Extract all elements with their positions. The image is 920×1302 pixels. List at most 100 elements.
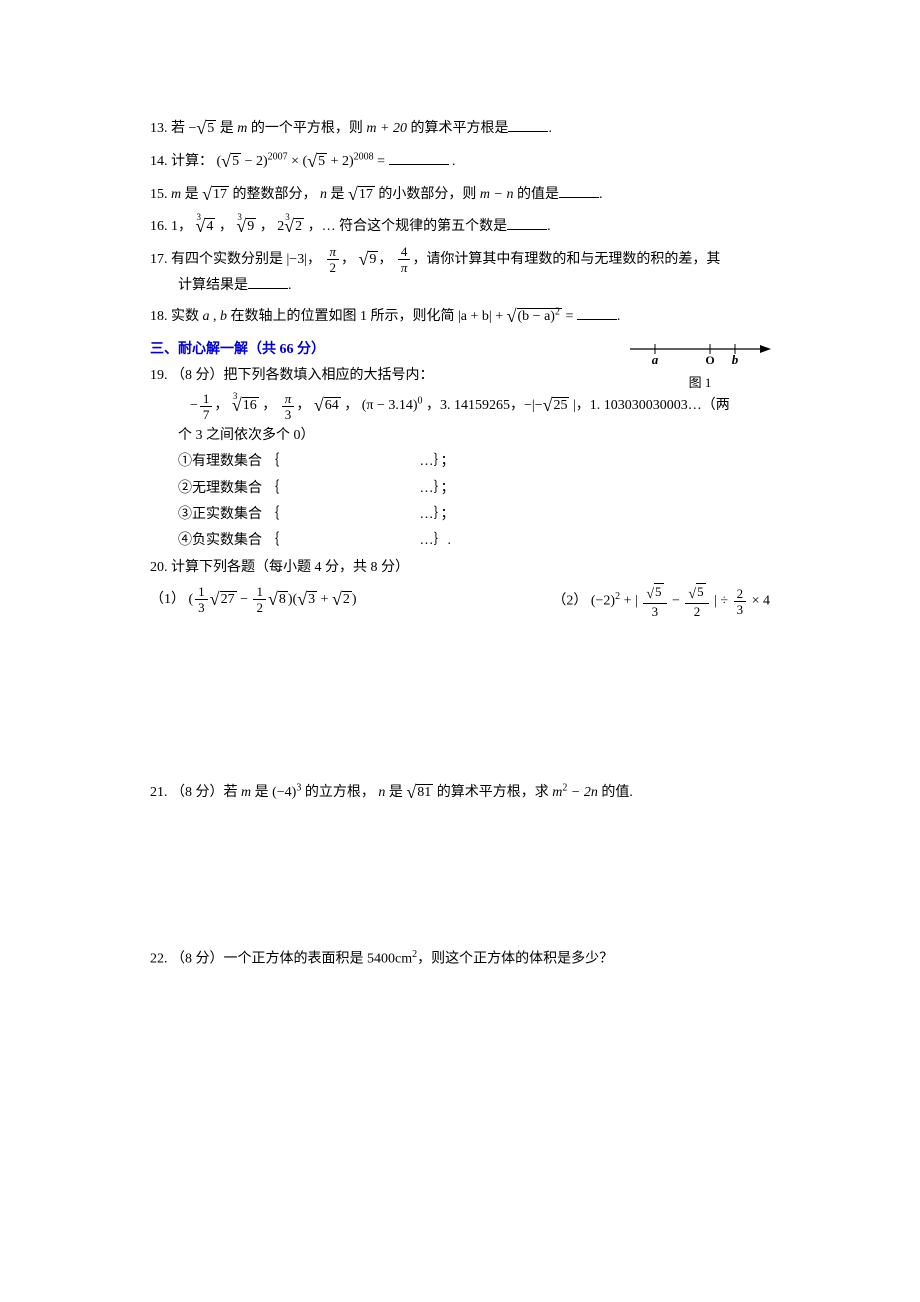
q19-set2: ②无理数集合 ｛…｝； (150, 478, 770, 500)
q13-mid2: 的一个平方根，则 (251, 121, 367, 136)
q15-n: n (320, 187, 327, 202)
q21-msq: m (552, 785, 562, 800)
q14-exp2007: 2007 (268, 151, 288, 162)
q18-eq: = (565, 309, 576, 324)
q20-p2-neg2: (−2) (591, 594, 615, 609)
question-19: 19. （8 分）把下列各数填入相应的大括号内： (150, 365, 770, 387)
q22-text: （8 分）一个正方体的表面积是 5400cm (171, 952, 412, 967)
q14-eq: = (377, 154, 388, 169)
q20-num: 20. (150, 560, 168, 575)
q15-t4: 的小数部分，则 (378, 187, 480, 202)
q13-post: 的算术平方根是 (410, 121, 508, 136)
q15-t2: 的整数部分， (233, 187, 317, 202)
q14-pre: 计算： (171, 154, 213, 169)
q17-piB: π (401, 260, 408, 275)
question-16: 16. 1， 3√4 ， 3√9 ， 23√2 ，… 符合这个规律的第五个数是. (150, 212, 770, 241)
q13-pre: 若 (171, 121, 185, 136)
q17-c3: ， (378, 252, 392, 267)
q16-cbrt9: 9 (246, 218, 256, 234)
q13-num: 13. (150, 121, 168, 136)
section-3-title: 三、耐心解一解（共 66 分） (150, 342, 325, 357)
q20-p1-sqrt3: 3 (307, 591, 317, 607)
q16-cbrt4: 4 (205, 218, 215, 234)
q20-p2-end: | ÷ (711, 594, 732, 609)
q19-s1: ①有理数集合 ｛ (178, 454, 280, 469)
q21-pre: （8 分）若 (171, 785, 241, 800)
q20-p2-2: 2 (685, 604, 708, 618)
q21-t4: 的算术平方根，求 (433, 785, 552, 800)
question-20: 20. 计算下列各题（每小题 4 分，共 8 分） (150, 557, 770, 579)
q18-b: b (220, 309, 227, 324)
q17-line2: 计算结果是 (178, 278, 248, 293)
q13-period: . (548, 121, 552, 136)
q17-two: 2 (327, 260, 340, 274)
q16-blank (507, 215, 547, 230)
q20-p2-3: 3 (643, 604, 666, 618)
q17-period: . (288, 278, 292, 293)
q20-p1-label: （1） (150, 592, 185, 607)
q15-m: m (171, 187, 181, 202)
q19-cbrt16: 16 (242, 397, 259, 413)
q20-part2: （2） (−2)2 + | √53 − √52 | ÷ 23 × 4 (552, 585, 770, 618)
q14-sqrt5b: 5 (317, 153, 327, 169)
q22-rest: ，则这个正方体的体积是多少？ (417, 952, 613, 967)
q20-p1-1b: 1 (253, 585, 266, 600)
q19-tail: 个 3 之间依次多个 0） (150, 425, 770, 447)
q18-plus: + (492, 309, 507, 324)
q21-t5: 的值. (598, 785, 633, 800)
q20-p1-plus: + (317, 592, 332, 607)
q14-exp2008: 2008 (354, 151, 374, 162)
q20-p1-2: 2 (253, 600, 266, 614)
q18-pre: 实数 (171, 309, 203, 324)
q22-num: 22. (150, 952, 168, 967)
q17-c2: ， (341, 252, 355, 267)
q16-two: 2 (277, 219, 284, 234)
numline-a: a (652, 352, 659, 365)
q14-blank (389, 150, 449, 165)
q18-a: a (203, 309, 210, 324)
q21-minus2n: − 2n (567, 785, 597, 800)
q14-minus2: − 2) (241, 154, 268, 169)
q16-period: . (547, 219, 551, 234)
q19-c1: ， (214, 398, 228, 413)
q16-c1: ， (219, 219, 233, 234)
q19-s4: ④负实数集合 ｛ (178, 533, 280, 548)
q19-set3: ③正实数集合 ｛…｝； (150, 504, 770, 526)
q20-parts: （1） (13√27 − 12√8)(√3 + √2) （2） (−2)2 + … (150, 585, 770, 618)
q19-seven: 7 (200, 407, 213, 421)
q21-sqrt81: 81 (416, 784, 433, 800)
q21-t2: 的立方根， (301, 785, 375, 800)
q15-sqrt17b: 17 (358, 186, 375, 202)
question-15: 15. m 是 √17 的整数部分， n 是 √17 的小数部分，则 m − n… (150, 180, 770, 209)
q19-num: 19. (150, 368, 168, 383)
section-3-header: 三、耐心解一解（共 66 分） a O b 图 1 (150, 339, 770, 361)
q19-c5: ，3. 14159265，−|− (423, 398, 543, 413)
q18-mid: 在数轴上的位置如图 1 所示，则化简 (231, 309, 455, 324)
q16-one: 1， (171, 219, 192, 234)
q17-pre: 有四个实数分别是 (171, 252, 283, 267)
q13-sqrt5: 5 (206, 120, 216, 136)
q17-num: 17. (150, 252, 168, 267)
q19-numbers: −17， 3√16 ， π3， √64 ， (π − 3.14)0 ，3. 14… (150, 391, 770, 420)
q14-num: 14. (150, 154, 168, 169)
q13-mplus20: m + 20 (366, 121, 407, 136)
q13-blank (508, 117, 548, 132)
q21-neg4: (−4) (272, 785, 296, 800)
q17-blank (248, 274, 288, 289)
q21-t3: 是 (385, 785, 403, 800)
q19-c3: ， (296, 398, 310, 413)
q20-p2-sqrt5a: 5 (654, 583, 664, 599)
q19-one: 1 (200, 392, 213, 407)
question-22: 22. （8 分）一个正方体的表面积是 5400cm2，则这个正方体的体积是多少… (150, 947, 770, 971)
q20-p1-minus: − (237, 592, 252, 607)
q19-pi: π (285, 391, 292, 406)
q19-s4-dots: …｝. (420, 533, 452, 548)
q20-p1-sqrt2: 2 (342, 591, 352, 607)
q20-p1-sqrt8: 8 (278, 591, 288, 607)
q17-abs3: |−3| (287, 252, 308, 267)
q20-p1-3: 3 (195, 600, 208, 614)
q19-piexpr: (π − 3.14) (362, 398, 418, 413)
q14-times: × ( (291, 154, 307, 169)
q18-sq: 2 (555, 306, 560, 317)
q15-t5: 的值是 (517, 187, 559, 202)
